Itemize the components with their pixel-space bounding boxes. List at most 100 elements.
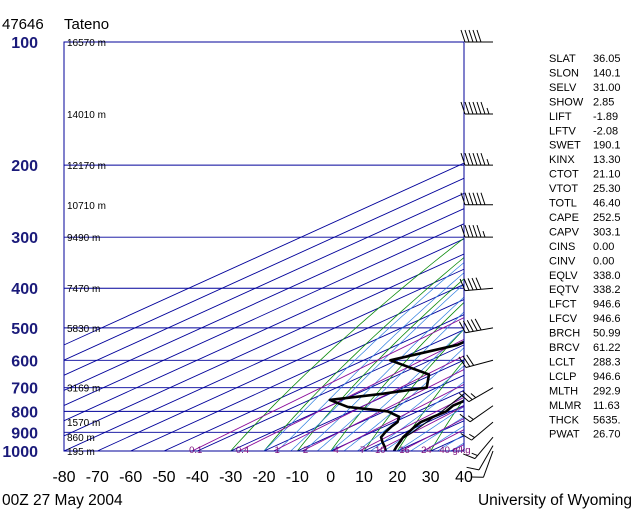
wind-barb-flag (472, 152, 478, 166)
height-label: 860 m (67, 433, 95, 444)
moist-adiabat--4 (317, 311, 464, 451)
index-value: 338.0 (593, 270, 621, 282)
wind-barb-flag (476, 224, 482, 238)
isotherm--50 (163, 314, 464, 451)
mixing-ratio-label: 2 (303, 445, 308, 456)
dry-adiabat-60 (531, 42, 640, 451)
moist-adiabat-12 (370, 381, 464, 451)
wind-barb (463, 436, 494, 460)
wind-barb-staff (465, 287, 494, 292)
index-value: 946.6 (593, 313, 621, 325)
index-value: 140.1 (593, 67, 621, 79)
wind-barb-flag (462, 355, 471, 367)
mixing-ratio-line-1 (238, 338, 464, 451)
dry-adiabat--30 (230, 237, 464, 451)
wind-barb-staff (465, 327, 494, 334)
temperature-label: 30 (422, 469, 440, 486)
wind-barb-half-flag (470, 393, 477, 399)
index-name: LCLP (549, 371, 577, 383)
pressure-label: 400 (11, 281, 38, 298)
index-value: 11.63 (593, 400, 620, 412)
temperature-label: 0 (326, 469, 335, 486)
index-value: -1.89 (593, 111, 618, 123)
wind-barb-flag (458, 392, 470, 403)
wind-barb-flag (460, 192, 466, 205)
wind-barb-flag (463, 453, 476, 460)
height-label: 195 m (67, 447, 95, 458)
wind-barb (458, 354, 494, 368)
dry-adiabat-0 (330, 301, 464, 451)
index-name: CINV (549, 255, 576, 267)
pressure-label: 800 (11, 404, 38, 421)
wind-barb (459, 405, 494, 423)
index-name: EQLV (549, 270, 578, 282)
mixing-ratio-label: 10 (375, 445, 386, 456)
dry-adiabat-30 (430, 398, 464, 451)
temperature-label: -60 (119, 469, 142, 486)
temperature-label: 40 (455, 469, 473, 486)
wind-barb-flag (463, 278, 470, 291)
index-value: 303.1 (593, 226, 621, 238)
sounding-time: 00Z 27 May 2004 (2, 492, 123, 509)
index-value: 36.05 (593, 53, 621, 65)
index-name: BRCV (549, 342, 580, 354)
wind-barb-flag (472, 29, 478, 43)
index-name: SLON (549, 67, 579, 79)
index-value: 190.1 (593, 140, 621, 152)
wind-barb-flag (462, 320, 470, 333)
index-name: LFCT (549, 299, 577, 311)
temperature-label: 10 (355, 469, 373, 486)
wind-barb-staff (465, 359, 494, 368)
mixing-ratio-label: 40 g/kg (439, 445, 470, 456)
wind-barb (460, 101, 493, 115)
wind-barb-half-flag (468, 433, 475, 438)
index-value: 946.6 (593, 371, 621, 383)
wind-barb (460, 192, 493, 206)
wind-barb (460, 152, 493, 166)
wind-barb-flag (466, 319, 474, 332)
wind-barb-flag (468, 29, 474, 43)
mixing-ratio-label: 16 (399, 445, 410, 456)
pressure-label: 700 (11, 381, 38, 398)
isotherm--140 (64, 177, 464, 361)
index-value: 25.30 (593, 183, 621, 195)
wind-barb-flag (466, 466, 480, 471)
wind-barb-flag (471, 277, 478, 290)
index-name: CAPV (549, 226, 580, 238)
wind-barb-flag (464, 192, 470, 205)
wind-barb (458, 387, 494, 403)
mixing-ratio-label: 4 (334, 445, 339, 456)
wind-barb-flag (480, 152, 486, 166)
height-label: 1570 m (67, 418, 100, 429)
isotherm--30 (230, 344, 464, 451)
index-name: LIFT (549, 111, 572, 123)
station-name: Tateno (64, 16, 109, 33)
height-label: 16570 m (67, 38, 106, 49)
mixing-ratio-label: 1 (274, 445, 279, 456)
wind-barb (460, 29, 493, 43)
isotherm--100 (64, 238, 464, 422)
temperature-profile (392, 399, 464, 451)
temperature-label: -20 (252, 469, 275, 486)
wind-barb-flag (470, 319, 478, 331)
moist-adiabat-16 (383, 394, 464, 451)
index-name: CTOT (549, 169, 579, 181)
index-name: TOTL (549, 198, 577, 210)
isotherm--150 (64, 162, 464, 346)
temperature-label: -10 (286, 469, 309, 486)
index-name: SHOW (549, 96, 584, 108)
isotherm--110 (64, 223, 464, 407)
height-label: 12170 m (67, 161, 106, 172)
isotherm--40 (197, 329, 464, 451)
wind-barb-staff (469, 405, 494, 423)
index-value: 0.00 (593, 241, 614, 253)
wind-barb-flag (468, 101, 474, 115)
dry-adiabat-10 (363, 328, 464, 451)
index-name: SELV (549, 82, 577, 94)
index-name: MLTH (549, 385, 578, 397)
isotherm--120 (64, 208, 464, 391)
isotherm--90 (64, 253, 464, 437)
index-name: KINX (549, 154, 575, 166)
wind-barb-half-flag (467, 415, 474, 420)
